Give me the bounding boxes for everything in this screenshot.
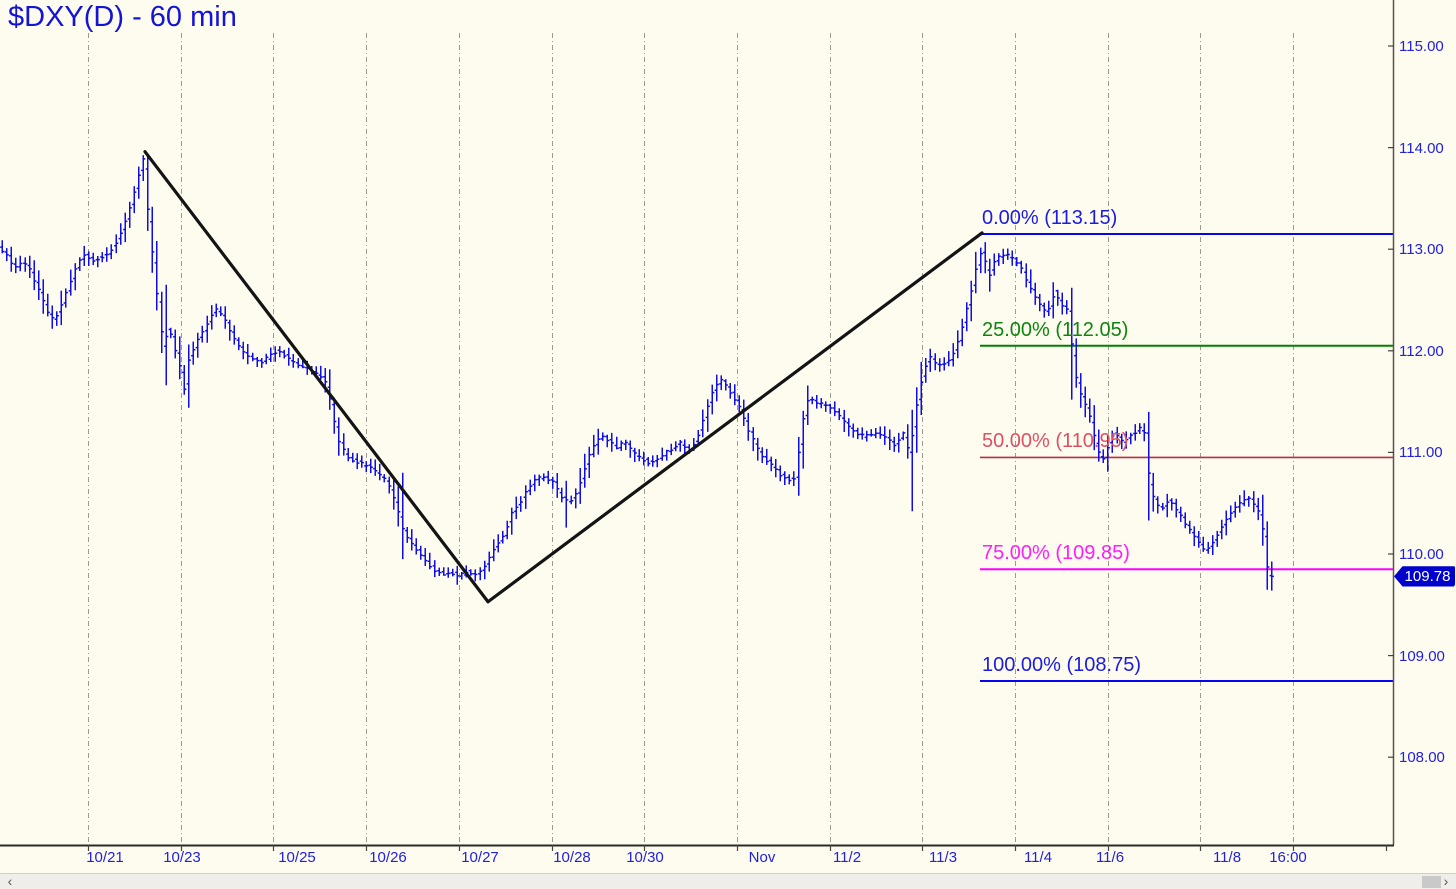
fib-label-50.00%: 50.00% (110.95): [982, 430, 1129, 453]
time-axis-label: 11/2: [832, 849, 862, 866]
price-axis-label: 112.00: [1399, 342, 1444, 360]
price-axis-label: 109.00: [1399, 647, 1445, 665]
time-axis-label: 11/6: [1095, 849, 1125, 866]
last-price-value: 109.78: [1404, 567, 1451, 585]
price-axis-label: 108.00: [1399, 749, 1445, 767]
fib-label-100.00%: 100.00% (108.75): [982, 654, 1142, 676]
price-axis-label: 114.00: [1399, 139, 1444, 157]
time-axis-label: 10/23: [163, 849, 201, 866]
price-axis-label: 110.00: [1399, 546, 1444, 563]
fib-label-75.00%: 75.00% (109.85): [982, 542, 1130, 565]
scroll-left-arrow-icon[interactable]: ‹: [7, 873, 13, 889]
price-axis-label: 113.00: [1399, 241, 1444, 259]
fib-label-25.00%: 25.00% (112.05): [982, 318, 1129, 341]
time-axis-label: 10/27: [461, 849, 499, 866]
last-price-badge: 109.78: [1394, 566, 1455, 587]
time-axis-label: 11/8: [1212, 849, 1242, 866]
time-axis-label: Nov: [748, 849, 776, 866]
trendline-1: [143, 150, 490, 604]
time-axis-label: 10/25: [278, 849, 316, 866]
time-axis-label: 10/30: [626, 849, 664, 866]
price-axis-label: 111.00: [1399, 444, 1443, 462]
price-axis-label: 115.00: [1399, 38, 1444, 55]
price-bars: [0, 155, 1274, 591]
time-axis-label: 10/26: [369, 849, 407, 866]
time-axis-label: 16:00: [1269, 849, 1307, 866]
time-axis-label: 11/3: [928, 849, 958, 866]
trendline-2: [486, 231, 984, 604]
time-axis-label: 10/21: [86, 849, 124, 866]
time-axis-label: 11/4: [1023, 849, 1053, 866]
scroll-right-arrow-icon[interactable]: ›: [1443, 873, 1449, 889]
scrollbar-thumb[interactable]: [1422, 876, 1441, 888]
fib-label-0.00%: 0.00% (113.15): [982, 206, 1118, 229]
horizontal-scrollbar[interactable]: ‹ ›: [0, 873, 1456, 889]
time-axis-label: 10/28: [553, 849, 591, 866]
chart-title: $DXY(D) - 60 min: [8, 1, 237, 33]
